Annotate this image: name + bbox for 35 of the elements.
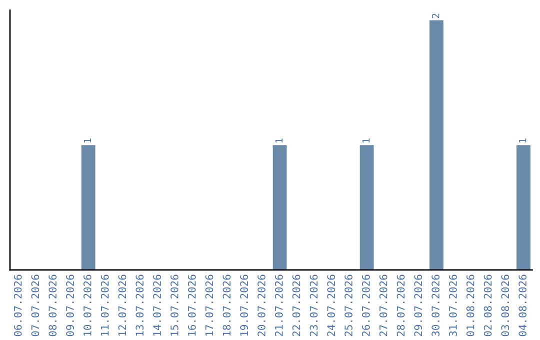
data-label: 1 — [84, 138, 92, 143]
x-tick-label: 31.07.2026 — [449, 274, 457, 336]
x-tick-label: 07.07.2026 — [31, 274, 40, 336]
x-tick-label: 21.07.2026 — [274, 274, 283, 336]
x-tick-label: 01.08.2026 — [466, 274, 474, 336]
x-tick-label: 12.07.2026 — [118, 274, 126, 336]
x-tick-label: 10.07.2026 — [83, 274, 92, 336]
x-tick-label: 18.07.2026 — [222, 274, 231, 336]
x-tick-label: 06.07.2026 — [14, 274, 22, 336]
x-tick-label: 03.08.2026 — [501, 274, 510, 336]
x-tick-label: 29.07.2026 — [414, 274, 422, 336]
x-tick-label: 22.07.2026 — [292, 274, 300, 336]
x-tick-label: 13.07.2026 — [136, 274, 144, 336]
x-tick-label: 04.08.2026 — [518, 274, 527, 336]
x-tick-label: 11.07.2026 — [100, 274, 109, 336]
x-tick-label: 23.07.2026 — [310, 274, 318, 336]
data-label: 1 — [275, 138, 282, 143]
data-label: 1 — [519, 138, 526, 143]
x-tick-label: 20.07.2026 — [258, 274, 266, 336]
x-tick-label: 02.08.2026 — [484, 274, 492, 336]
x-tick-label: 30.07.2026 — [432, 274, 440, 336]
x-tick-label: 08.07.2026 — [48, 274, 57, 336]
x-tick-label: 14.07.2026 — [153, 274, 161, 336]
data-label: 1 — [362, 138, 370, 143]
x-tick-label: 09.07.2026 — [66, 274, 74, 336]
x-tick-label: 24.07.2026 — [327, 274, 336, 336]
x-tick-label: 26.07.2026 — [362, 274, 370, 336]
x-tick-label: 16.07.2026 — [188, 274, 196, 336]
x-tick-label: 17.07.2026 — [205, 274, 214, 336]
x-tick-label: 15.07.2026 — [170, 274, 178, 336]
x-tick-label: 28.07.2026 — [396, 274, 405, 336]
x-tick-label: 27.07.2026 — [379, 274, 388, 336]
x-tick-label: 19.07.2026 — [240, 274, 248, 336]
x-tick-label: 25.07.2026 — [344, 274, 352, 336]
data-label: 2 — [432, 14, 440, 18]
